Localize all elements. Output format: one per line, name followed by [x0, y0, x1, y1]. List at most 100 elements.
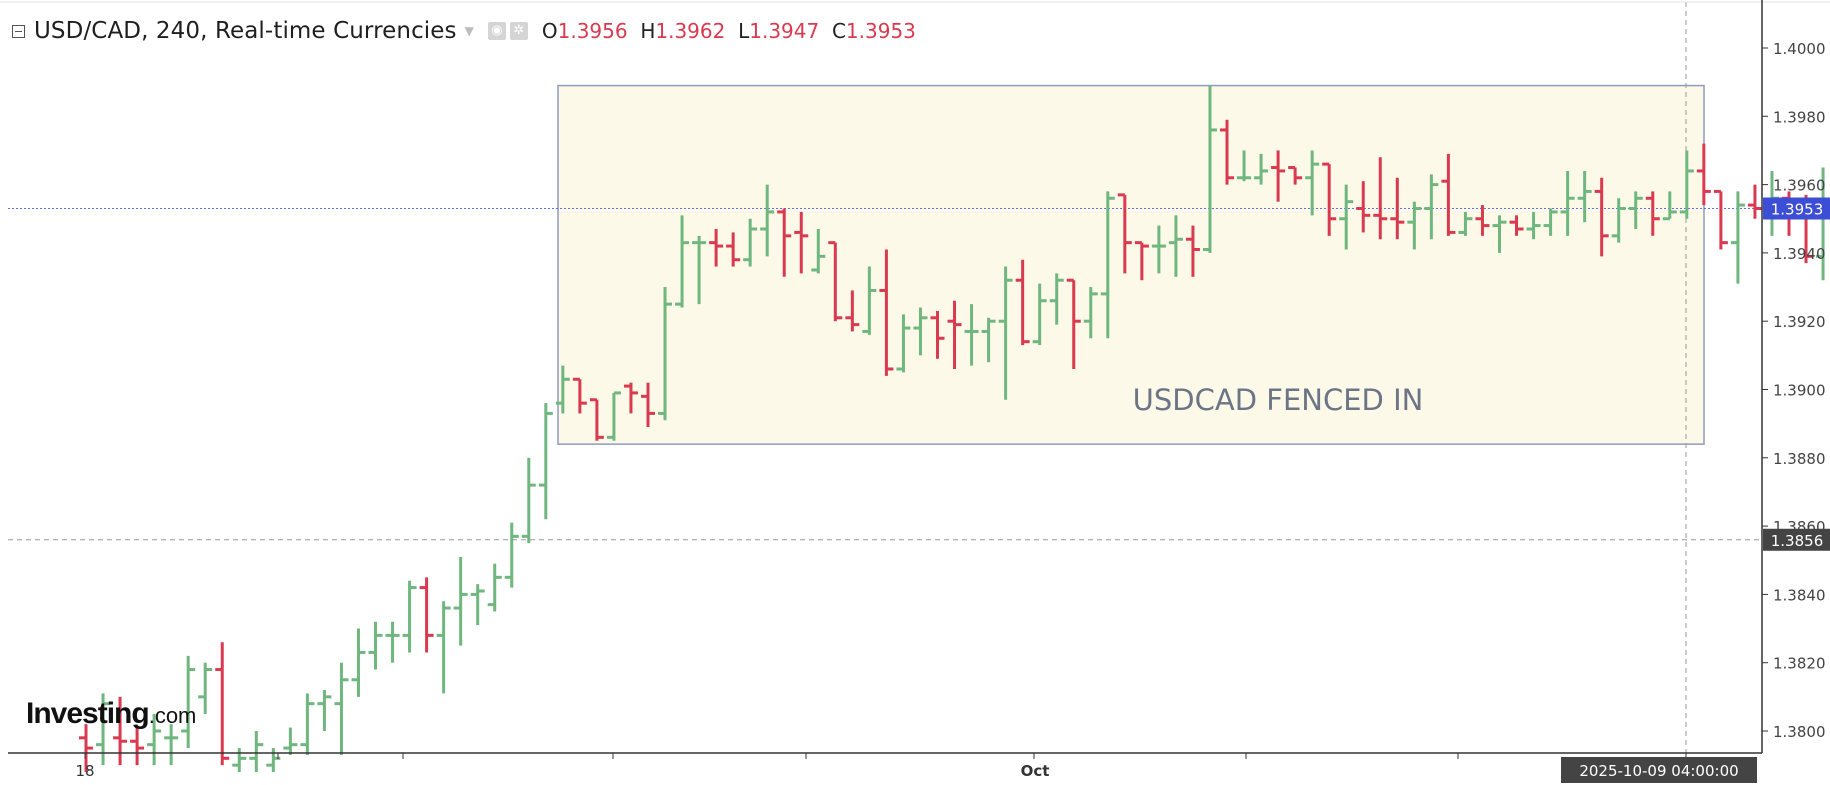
x-tick-label: Oct — [1021, 762, 1050, 780]
ohlc-bar — [215, 642, 230, 766]
y-tick-label: 1.3980 — [1773, 108, 1826, 126]
range-annotation-label: USDCAD FENCED IN — [1133, 383, 1424, 417]
ohlc-bar — [419, 577, 434, 653]
ohlc-bar — [947, 300, 962, 370]
y-tick-label: 1.3900 — [1773, 382, 1826, 400]
high-value: 1.3962 — [655, 19, 726, 43]
ohlc-bar — [794, 211, 809, 274]
crosshair-price-badge: 1.3856 — [1763, 528, 1830, 551]
ohlc-bar — [1305, 150, 1320, 216]
ohlc-bar — [1271, 150, 1286, 202]
ohlc-bar — [1594, 177, 1609, 257]
ohlc-bar — [675, 215, 690, 308]
ohlc-bar — [1679, 150, 1694, 219]
ohlc-bar — [470, 584, 485, 626]
close-label: C — [831, 19, 846, 43]
ohlc-bar — [1662, 191, 1677, 221]
ohlc-bar — [1083, 287, 1098, 339]
crosshair-time-badge-text: 2025-10-09 04:00:00 — [1579, 762, 1738, 780]
current-price-badge-text: 1.3953 — [1771, 201, 1824, 219]
ohlc-bar — [930, 310, 945, 359]
ohlc-bar — [1526, 211, 1541, 240]
crosshair-price-badge-bg — [1763, 528, 1830, 551]
ohlc-bar — [692, 235, 707, 305]
ohlc-bar — [623, 382, 638, 414]
chart-header: USD/CAD, 240, Real-time Currencies ▼ ◉ ✲… — [12, 14, 916, 48]
ohlc-bar — [1339, 184, 1354, 250]
ohlc-bar — [1356, 181, 1371, 233]
eye-icon[interactable]: ◉ — [487, 22, 506, 40]
crosshair-price-badge-text: 1.3856 — [1771, 532, 1824, 550]
ohlc-bar — [487, 563, 502, 612]
ohlc-bar — [130, 727, 145, 766]
y-tick-label: 1.3920 — [1773, 313, 1826, 331]
ohlc-bar — [964, 304, 979, 366]
ohlc-bar — [1049, 273, 1064, 325]
chevron-down-icon[interactable]: ▼ — [464, 24, 474, 38]
ohlc-bar — [658, 287, 673, 421]
ohlc-bar — [266, 748, 281, 772]
ohlc-bar — [1407, 201, 1422, 250]
ohlc-bar — [1117, 193, 1132, 274]
ohlc-bar — [743, 218, 758, 267]
ohlc-bar — [351, 628, 366, 697]
ohlc-bar — [1492, 215, 1507, 253]
gear-icon[interactable]: ✲ — [509, 22, 528, 40]
ohlc-bar — [1032, 283, 1047, 346]
ohlc-bar — [1288, 166, 1303, 185]
high-label: H — [640, 19, 656, 43]
ohlc-bar — [1611, 198, 1626, 243]
crosshair-time-badge: 2025-10-09 04:00:00 — [1561, 757, 1757, 783]
ohlc-bar — [1543, 208, 1558, 236]
ohlc-bar — [709, 228, 724, 267]
ohlc-bar — [368, 621, 383, 670]
ohlc-bar — [402, 580, 417, 653]
ohlc-bar — [981, 317, 996, 363]
ohlc-bar — [147, 713, 162, 766]
ohlc-bar — [317, 690, 332, 731]
ohlc-bar — [181, 655, 196, 749]
ohlc-bar — [1066, 278, 1081, 370]
collapse-icon[interactable] — [12, 24, 25, 38]
ohlc-bar — [572, 377, 587, 414]
ohlc-bar — [1237, 150, 1252, 182]
symbol-title[interactable]: USD/CAD, 240, Real-time Currencies — [34, 18, 457, 44]
current-price-badge: 1.3953 — [1763, 197, 1830, 220]
ohlc-bar — [1475, 205, 1490, 236]
ohlc-bar — [521, 457, 536, 544]
ohlc-bar — [1390, 177, 1405, 240]
ohlc-bar — [1730, 191, 1745, 284]
ohlc-bar — [1168, 215, 1183, 277]
ohlc-readout: O1.3956 H1.3962 L1.3947 C1.3953 — [542, 19, 916, 43]
ohlc-bar — [726, 232, 741, 267]
ohlc-bar — [1747, 184, 1762, 219]
ohlc-bar — [504, 522, 519, 588]
range-box[interactable] — [557, 84, 1705, 445]
ohlc-bar — [845, 290, 860, 332]
ohlc-bar — [1220, 119, 1235, 185]
ohlc-bar — [334, 662, 349, 755]
ohlc-bar — [828, 241, 843, 322]
ohlc-bar — [198, 662, 213, 714]
ohlc-bar — [300, 693, 315, 755]
low-value: 1.3947 — [749, 19, 820, 43]
y-tick-label: 1.3840 — [1773, 586, 1826, 604]
ohlc-bar — [436, 601, 451, 694]
ohlc-bar — [1645, 191, 1660, 236]
ohlc-bar — [1628, 191, 1643, 229]
ohlc-bar — [862, 266, 877, 335]
y-tick-label: 1.3880 — [1773, 450, 1826, 468]
ohlc-bar — [1509, 215, 1524, 236]
x-tick-label: 18 — [75, 762, 94, 780]
ohlc-bar — [1696, 143, 1711, 206]
ohlc-bar — [283, 727, 298, 755]
ohlc-bar — [1424, 174, 1439, 240]
ohlc-bar — [164, 724, 179, 766]
ohlc-bar — [1373, 157, 1388, 240]
ohlc-bar — [998, 266, 1013, 400]
ohlc-bar — [113, 696, 128, 766]
ohlc-bar — [1015, 259, 1030, 346]
y-tick-label: 1.3800 — [1773, 723, 1826, 741]
ohlc-bar — [1151, 225, 1166, 274]
